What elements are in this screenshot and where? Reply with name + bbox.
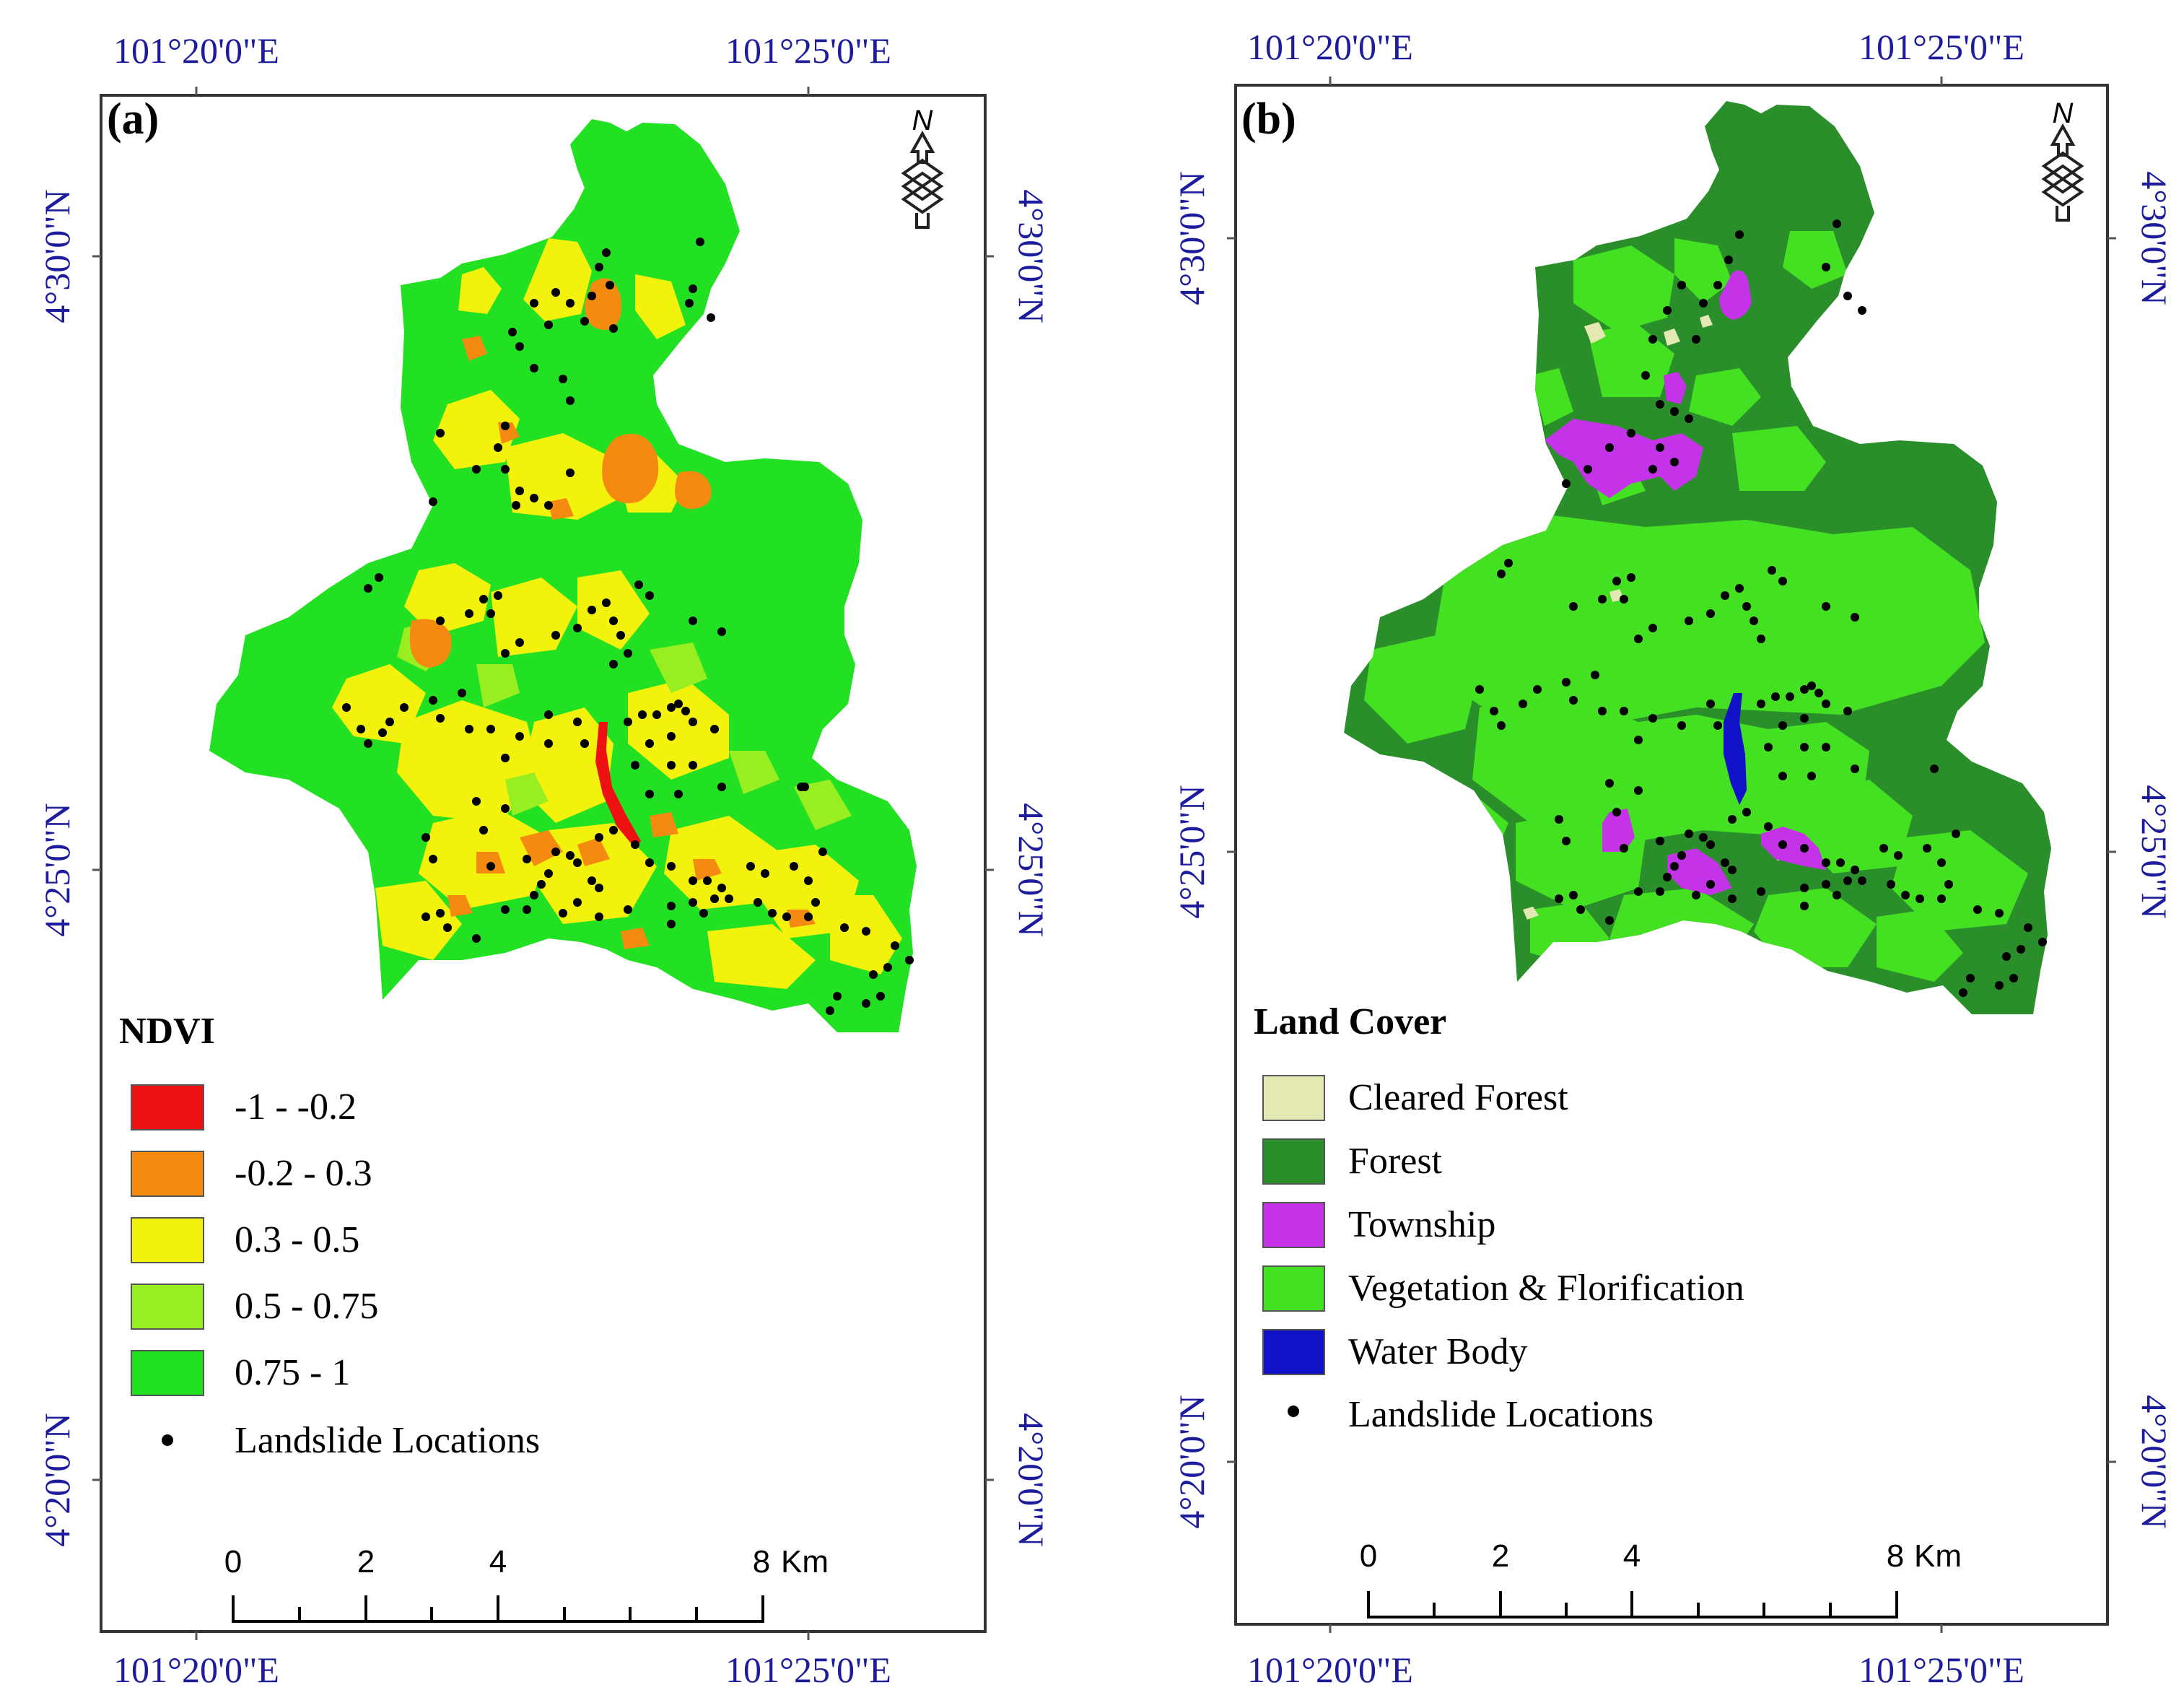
- lat-label-right-top-b: 4°30'0"N: [2134, 171, 2175, 305]
- legend-swatch-b-3: [1262, 1265, 1325, 1312]
- lon-label-bottom-left-b: 101°20'0"E: [1247, 1650, 1413, 1690]
- landcover-water-body: [1724, 693, 1747, 805]
- legend-label-a-3: 0.5 - 0.75: [235, 1286, 378, 1327]
- north-arrow-a: N: [901, 105, 944, 229]
- legend-swatch-a-1: [131, 1151, 204, 1197]
- ndvi-map: [209, 119, 917, 1032]
- legend-title-b: Land Cover: [1254, 1001, 1446, 1042]
- ndvi-lightgreen-patches: [397, 621, 852, 830]
- lat-label-left-top-b: 4°30'0"N: [1171, 171, 1212, 305]
- ndvi-red-river: [595, 722, 641, 848]
- lon-label-bottom-left: 101°20'0"E: [113, 1650, 279, 1690]
- legend-label-b-2: Township: [1348, 1204, 1495, 1245]
- legend-swatch-a-3: [131, 1284, 204, 1330]
- map-frame-b: [1234, 84, 2109, 1626]
- map-frame-a: [100, 94, 987, 1633]
- landcover-vegetation: [1364, 231, 2028, 982]
- legend-label-b-1: Forest: [1348, 1141, 1443, 1182]
- scale-tick-b-4: 4: [1623, 1538, 1641, 1574]
- panel-a: (a) 101°20'0"E 101°25'0"E 101°20'0"E 101…: [37, 30, 1052, 1690]
- legend-landslide-label-b: Landslide Locations: [1348, 1394, 1654, 1435]
- lat-label-left-mid: 4°25'0"N: [37, 803, 77, 937]
- legend-landslide-dot-a: [162, 1434, 173, 1446]
- scale-tick-a-0: 0: [224, 1544, 242, 1580]
- legend-swatch-b-1: [1262, 1138, 1325, 1185]
- lon-label-bottom-right-b: 101°25'0"E: [1858, 1650, 2024, 1690]
- lat-label-right-mid: 4°25'0"N: [1011, 803, 1052, 937]
- legend-title-a: NDVI: [119, 1011, 215, 1052]
- lon-label-top-right: 101°25'0"E: [725, 30, 891, 71]
- lat-label-left-top: 4°30'0"N: [37, 189, 77, 323]
- scale-tick-b-8: 8: [1887, 1538, 1904, 1574]
- legend-a: NDVI -1 - -0.2 -0.2 - 0.3 0.3 - 0.5 0.5 …: [119, 1011, 540, 1461]
- scale-unit-a: Km: [781, 1544, 829, 1580]
- lat-label-right-top: 4°30'0"N: [1011, 189, 1052, 323]
- landslide-points-a: [342, 238, 914, 1015]
- legend-landslide-label-a: Landslide Locations: [235, 1420, 540, 1461]
- lat-label-left-mid-b: 4°25'0"N: [1171, 785, 1212, 919]
- lon-label-top-right-b: 101°25'0"E: [1858, 27, 2024, 67]
- scale-bar-a: 0 2 4 8 Km: [224, 1544, 829, 1623]
- scale-tick-a-2: 2: [357, 1544, 375, 1580]
- north-arrow-b: N: [2041, 97, 2084, 222]
- scale-tick-b-2: 2: [1492, 1538, 1509, 1574]
- legend-swatch-b-4: [1262, 1329, 1325, 1375]
- lon-label-top-left-b: 101°20'0"E: [1247, 27, 1413, 67]
- legend-label-a-4: 0.75 - 1: [235, 1352, 350, 1393]
- scale-unit-b: Km: [1914, 1538, 1962, 1574]
- landslide-points-b: [1475, 219, 2047, 997]
- landcover-township: [1545, 270, 1826, 896]
- legend-swatch-a-0: [131, 1084, 204, 1130]
- legend-swatch-b-0: [1262, 1075, 1325, 1121]
- lat-label-right-bottom-b: 4°20'0"N: [2134, 1395, 2175, 1529]
- legend-label-b-4: Water Body: [1348, 1331, 1528, 1372]
- panel-label-b: (b): [1241, 95, 1296, 144]
- legend-swatch-a-2: [131, 1217, 204, 1263]
- panel-b: (b) 101°20'0"E 101°25'0"E 101°20'0"E 101…: [1171, 27, 2175, 1690]
- lon-label-bottom-right: 101°25'0"E: [725, 1650, 891, 1690]
- scale-bar-b: 0 2 4 8 Km: [1360, 1538, 1962, 1618]
- lon-label-top-left: 101°20'0"E: [113, 30, 279, 71]
- scale-tick-b-0: 0: [1360, 1538, 1377, 1574]
- legend-swatch-b-2: [1262, 1202, 1325, 1248]
- panel-label-a: (a): [107, 95, 159, 144]
- lat-label-right-mid-b: 4°25'0"N: [2134, 785, 2175, 919]
- lat-label-left-bottom: 4°20'0"N: [37, 1413, 77, 1547]
- legend-landslide-dot-b: [1288, 1406, 1299, 1417]
- lat-label-left-bottom-b: 4°20'0"N: [1171, 1395, 1212, 1529]
- lat-label-right-bottom: 4°20'0"N: [1011, 1413, 1052, 1547]
- legend-b: Land Cover Cleared Forest Forest Townshi…: [1254, 1001, 1744, 1435]
- scale-tick-a-8: 8: [753, 1544, 770, 1580]
- legend-label-a-0: -1 - -0.2: [235, 1086, 357, 1128]
- legend-label-b-3: Vegetation & Florification: [1348, 1268, 1744, 1309]
- legend-label-b-0: Cleared Forest: [1348, 1077, 1568, 1118]
- scale-tick-a-4: 4: [489, 1544, 507, 1580]
- landcover-map: [1344, 101, 2051, 1014]
- legend-label-a-1: -0.2 - 0.3: [235, 1153, 372, 1194]
- legend-label-a-2: 0.3 - 0.5: [235, 1219, 359, 1260]
- legend-swatch-a-4: [131, 1350, 204, 1396]
